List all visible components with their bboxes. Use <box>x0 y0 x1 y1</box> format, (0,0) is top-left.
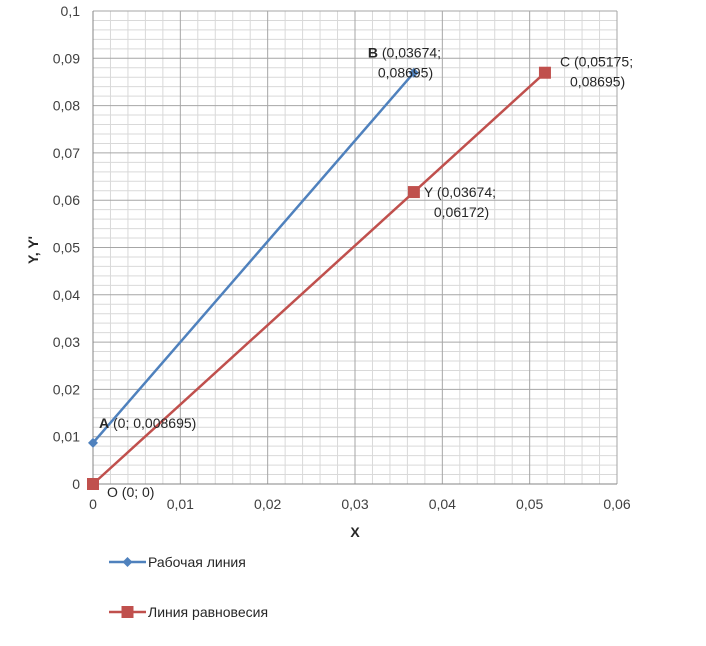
y-tick-label: 0,1 <box>61 3 81 19</box>
tick-labels: 0 0,01 0,02 0,03 0,04 0,05 0,06 0 0,01 0,02 0,03 0,… <box>53 3 631 512</box>
data-point-label-letter: A <box>99 415 109 431</box>
x-tick-label: 0,02 <box>254 496 281 512</box>
data-point-label-coords: (0; 0,008695) <box>109 415 196 431</box>
grid <box>93 10 618 484</box>
data-point-marker <box>407 186 420 199</box>
x-tick-label: 0,01 <box>167 496 194 512</box>
y-tick-label: 0,03 <box>53 334 80 350</box>
y-tick-label: 0,09 <box>53 50 80 66</box>
y-tick-label: 0,01 <box>53 429 80 445</box>
data-point-label: A (0; 0,008695) <box>99 415 196 431</box>
data-point-label: C (0,05175; <box>560 54 633 70</box>
data-point-label-line2: 0,08695) <box>378 65 433 81</box>
data-point-label-line2: 0,08695) <box>570 74 625 90</box>
data-point-label-letter: B <box>368 45 378 61</box>
legend-label-1: Линия равновесия <box>148 604 268 620</box>
x-tick-label: 0 <box>89 496 97 512</box>
legend: Рабочая линия Линия равновесия <box>109 554 268 620</box>
series-line-0 <box>92 71 415 444</box>
y-tick-label: 0,04 <box>53 287 80 303</box>
axes <box>92 11 617 485</box>
x-tick-label: 0,05 <box>516 496 543 512</box>
y-tick-label: 0,07 <box>53 145 80 161</box>
data-point-label-coords: O (0; 0) <box>107 484 154 500</box>
x-axis-title: X <box>350 524 360 540</box>
x-tick-label: 0,04 <box>429 496 456 512</box>
x-tick-label: 0,03 <box>341 496 368 512</box>
legend-marker-0 <box>122 557 133 567</box>
point-labels: A (0; 0,008695) B (0,03674; 0,08695) O (0; … <box>99 45 633 500</box>
legend-marker-1 <box>121 606 134 618</box>
data-point-label: B (0,03674; <box>368 45 441 61</box>
y-tick-label: 0 <box>72 476 80 492</box>
y-tick-label: 0,05 <box>53 240 80 256</box>
data-point-marker <box>538 66 551 79</box>
series <box>87 66 551 490</box>
data-point-label-coords: Y (0,03674; <box>424 184 496 200</box>
y-tick-label: 0,06 <box>53 192 80 208</box>
x-tick-label: 0,06 <box>603 496 630 512</box>
legend-label-0: Рабочая линия <box>148 554 246 570</box>
data-point-marker <box>408 67 419 78</box>
y-axis-title: Y, Y' <box>25 236 41 264</box>
y-tick-label: 0,02 <box>53 381 80 397</box>
data-point-label: Y (0,03674; <box>424 184 496 200</box>
data-point-label: O (0; 0) <box>107 484 154 500</box>
data-point-label-line2: 0,06172) <box>434 204 489 220</box>
data-point-marker <box>88 437 98 448</box>
data-point-label-coords: (0,03674; <box>378 45 441 61</box>
data-point-marker <box>87 478 99 490</box>
data-point-label-coords: C (0,05175; <box>560 54 633 70</box>
y-tick-label: 0,08 <box>53 98 80 114</box>
